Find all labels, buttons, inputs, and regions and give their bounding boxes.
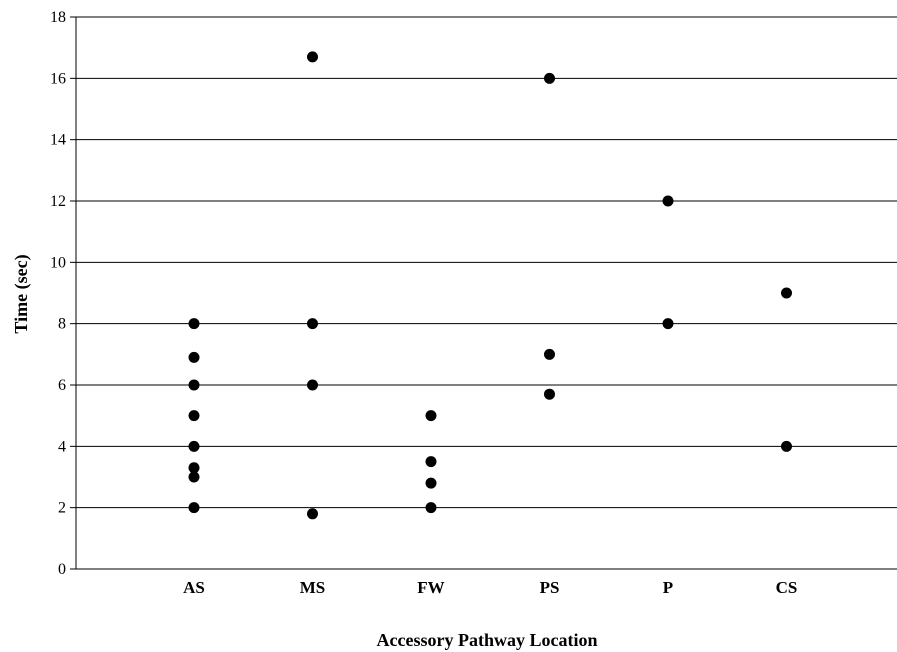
- x-category-label: CS: [776, 578, 798, 597]
- y-tick-label: 18: [50, 9, 66, 26]
- data-point: [307, 379, 318, 391]
- x-category-label: MS: [300, 578, 326, 597]
- data-point: [307, 318, 318, 330]
- y-tick-label: 8: [58, 316, 66, 333]
- data-point: [188, 318, 200, 330]
- y-tick-labels: 0 2 4 6 8 10 12 14 16 18: [50, 9, 66, 578]
- x-category-label: FW: [417, 578, 444, 597]
- data-point: [425, 477, 437, 489]
- data-point: [188, 462, 200, 474]
- data-point: [188, 351, 200, 363]
- data-point: [188, 410, 200, 422]
- x-axis-title: Accessory Pathway Location: [377, 630, 598, 650]
- x-category-label: AS: [183, 578, 205, 597]
- data-point: [781, 287, 792, 299]
- x-category-label: PS: [540, 578, 560, 597]
- y-tick-label: 0: [58, 561, 66, 578]
- y-tick-label: 12: [50, 193, 66, 210]
- y-tick-label: 10: [50, 254, 66, 271]
- y-tick-label: 16: [50, 70, 66, 87]
- data-point: [662, 195, 674, 207]
- y-tick-label: 4: [58, 438, 66, 455]
- data-point: [188, 471, 200, 483]
- data-points: [188, 51, 792, 520]
- data-point: [307, 508, 318, 520]
- axes: [70, 16, 897, 570]
- x-category-label: P: [663, 578, 673, 597]
- x-category-labels: AS MS FW PS P CS: [183, 578, 797, 597]
- data-point: [425, 502, 437, 514]
- data-point: [544, 348, 555, 360]
- data-point: [544, 72, 555, 84]
- y-tick-label: 2: [58, 500, 66, 517]
- data-point: [307, 51, 318, 63]
- data-point: [188, 440, 200, 452]
- data-point: [781, 440, 792, 452]
- data-point: [662, 318, 674, 330]
- gridlines: [76, 16, 897, 509]
- data-point: [544, 388, 555, 400]
- y-axis-title: Time (sec): [11, 254, 32, 333]
- y-tick-label: 14: [50, 132, 66, 149]
- data-point: [188, 379, 200, 391]
- data-point: [188, 502, 200, 514]
- data-point: [425, 456, 437, 468]
- y-tick-label: 6: [58, 377, 66, 394]
- data-point: [425, 410, 437, 422]
